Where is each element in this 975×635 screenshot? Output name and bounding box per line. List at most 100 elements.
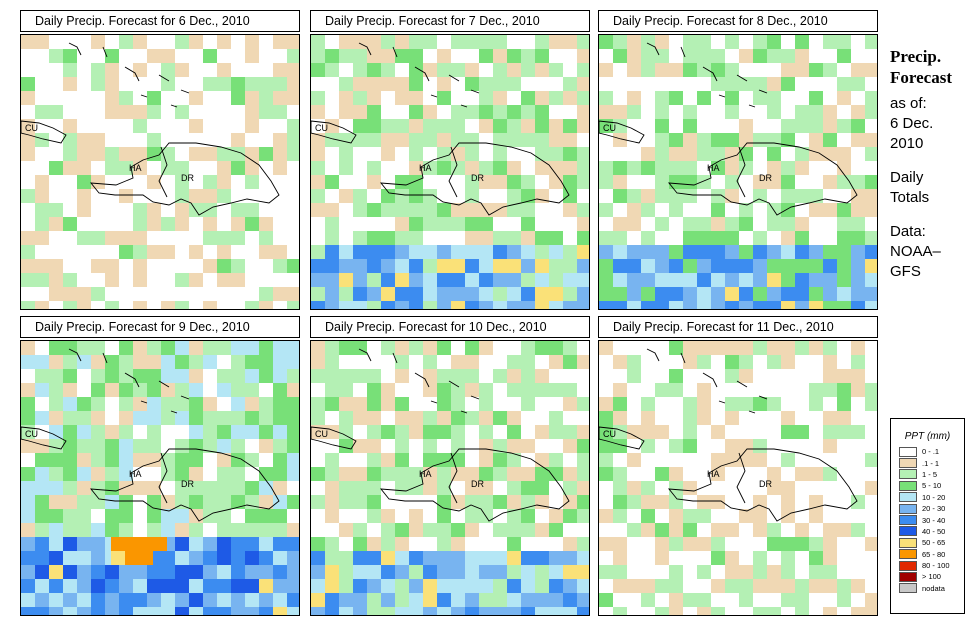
precip-cell [577,439,589,453]
precip-cell [77,259,91,273]
precip-cell [711,439,725,453]
precip-cell [161,203,175,217]
precip-cell [147,301,161,309]
precip-cell [613,509,627,523]
precip-cell [493,175,507,189]
precip-cell [161,355,175,369]
precip-cell [493,35,507,49]
precip-cell [493,189,507,203]
precip-cell [273,301,287,309]
precip-cell [259,245,273,259]
precip-cell [273,119,287,133]
heading-line: Precip. [890,47,942,66]
precip-cell [465,551,479,565]
precip-cell [119,273,133,287]
precip-cell [49,369,63,383]
precip-cell [217,551,231,565]
precip-cell [613,523,627,537]
precip-cell [641,203,655,217]
precip-cell [189,35,203,49]
precip-cell [655,495,669,509]
precip-cell [63,579,77,593]
precip-cell [409,593,423,607]
precip-cell [851,301,865,309]
precip-cell [175,133,189,147]
precip-cell [535,551,549,565]
precip-cell [753,105,767,119]
precip-cell [865,35,877,49]
precip-cell [725,189,739,203]
precip-cell [325,607,339,615]
precip-cell [479,49,493,63]
precip-cell [753,63,767,77]
precip-cell [409,565,423,579]
precip-cell [641,105,655,119]
precip-cell [479,189,493,203]
precip-cell [231,523,245,537]
precip-cell [353,467,367,481]
precip-cell [739,287,753,301]
precip-cell [203,439,217,453]
precip-cell [535,593,549,607]
precip-cell [423,383,437,397]
legend-item: 40 - 50 [899,526,964,537]
precip-cell [599,523,613,537]
precip-cell [311,245,325,259]
precip-cell [781,523,795,537]
legend-item: 1 - 5 [899,469,964,480]
precip-cell [493,523,507,537]
precip-cell [809,565,823,579]
precip-cell [865,301,877,309]
precip-cell [465,217,479,231]
precip-cell [535,161,549,175]
precip-cell [809,495,823,509]
precip-cell [563,383,577,397]
precip-cell [613,161,627,175]
precip-cell [641,245,655,259]
precip-cell [273,551,287,565]
precip-cell [119,49,133,63]
precip-cell [423,287,437,301]
precip-cell [627,369,641,383]
precip-cell [767,481,781,495]
precip-cell [599,593,613,607]
precip-cell [245,133,259,147]
precip-cell [437,63,451,77]
data-source-line: Data: [890,223,926,240]
precip-cell [865,425,877,439]
precip-cell [231,287,245,301]
precip-cell [273,287,287,301]
precip-cell [865,341,877,355]
precip-cell [133,509,147,523]
precip-cell [339,119,353,133]
precip-cell [409,411,423,425]
precip-cell [217,189,231,203]
precip-cell [203,105,217,119]
precip-cell [865,565,877,579]
precip-cell [203,495,217,509]
precip-cell [203,397,217,411]
precip-cell [287,341,299,355]
precip-cell [273,161,287,175]
precip-cell [767,467,781,481]
precip-cell [627,481,641,495]
precip-cell [753,217,767,231]
precip-cell [865,495,877,509]
precip-cell [105,161,119,175]
hispaniola-coastline [379,448,570,522]
precip-cell [231,273,245,287]
precip-cell [767,439,781,453]
precip-cell [627,273,641,287]
precip-cell [311,523,325,537]
precip-cell [697,369,711,383]
cuba-label: CU [25,123,38,133]
precip-cell [203,63,217,77]
precip-cell [21,77,35,91]
precip-cell [409,217,423,231]
precip-cell [865,355,877,369]
precip-cell [147,245,161,259]
precip-cell [217,133,231,147]
legend-label: 20 - 30 [922,504,946,514]
precip-cell [641,259,655,273]
